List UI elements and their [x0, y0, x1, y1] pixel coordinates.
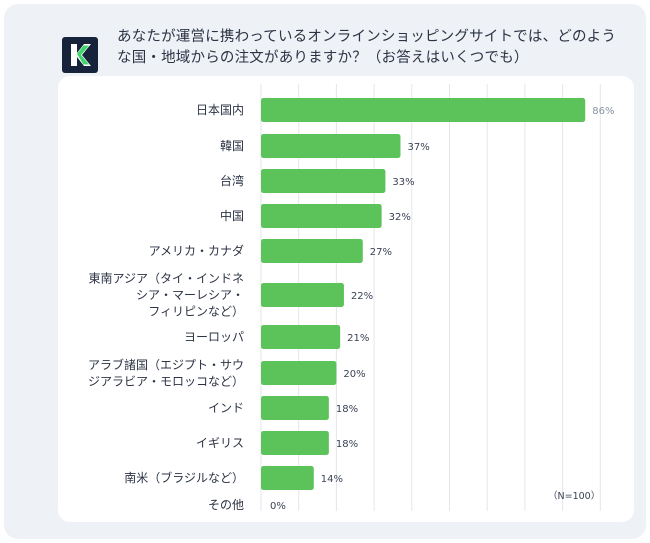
bar [261, 283, 344, 307]
survey-question: あなたが運営に携わっているオンラインショッピングサイトでは、どのような国・地域か… [117, 29, 617, 66]
value-label: 0% [270, 501, 286, 512]
category-label: 南米（ブラジルなど） [124, 470, 244, 485]
value-label: 14% [321, 474, 343, 485]
value-label: 20% [343, 369, 365, 380]
bar [261, 396, 329, 420]
value-label: 22% [351, 291, 373, 302]
bar [261, 239, 363, 263]
bar [261, 431, 329, 455]
value-label: 21% [347, 333, 369, 344]
category-label: インド [208, 401, 244, 415]
category-label: イギリス [196, 436, 244, 450]
category-label: ヨーロッパ [184, 330, 244, 344]
category-label: その他 [208, 498, 244, 512]
bar-chart: 日本国内 86% 韓国 37% 台湾 33% 中国 32% アメリカ・カナダ 27% 東南アジア（タ… [88, 84, 614, 512]
category-label: 日本国内 [196, 103, 244, 117]
category-label: アメリカ・カナダ [149, 243, 244, 258]
bar [261, 466, 314, 490]
bar [261, 134, 401, 158]
category-label: 韓国 [220, 139, 244, 153]
value-label: 18% [336, 439, 358, 450]
k-logo-icon [62, 37, 98, 73]
chart-card: 日本国内 86% 韓国 37% 台湾 33% 中国 32% アメリカ・カナダ 27% 東南アジア（タ… [58, 76, 634, 522]
value-label: 18% [336, 404, 358, 415]
bar [261, 204, 382, 228]
bar [261, 169, 386, 193]
value-label: 27% [370, 247, 392, 258]
bar [261, 361, 337, 385]
category-label: アラブ諸国（エジプト・サウジアラビア・モロッコなど） [88, 357, 244, 389]
bar [261, 98, 586, 122]
category-label: 台湾 [220, 173, 244, 188]
value-label: 37% [407, 142, 429, 153]
bar [261, 325, 341, 349]
category-label: 中国 [220, 208, 244, 223]
sample-size-note: （N=100） [548, 490, 600, 502]
value-label: 86% [592, 106, 614, 117]
value-label: 33% [392, 177, 414, 188]
value-label: 32% [389, 212, 411, 223]
category-label: 東南アジア（タイ・インドネシア・マーレシア・フィリピンなど） [88, 271, 244, 319]
